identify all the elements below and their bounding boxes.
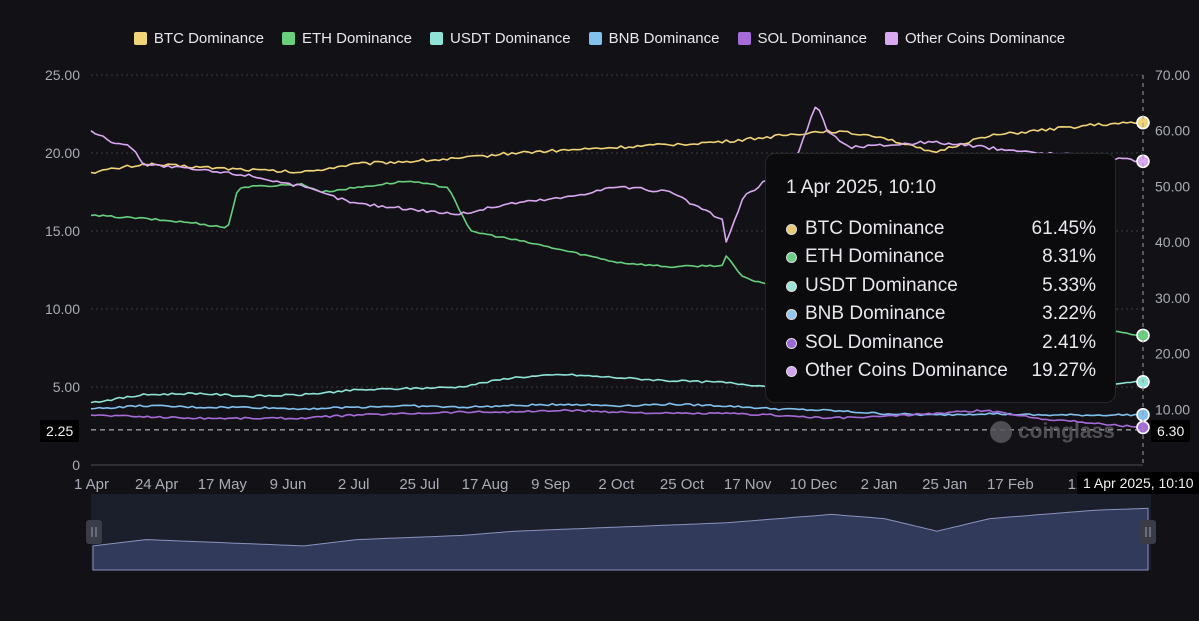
x-tick-label: 17 Nov	[724, 476, 772, 493]
tooltip-time: 1 Apr 2025, 10:10	[786, 177, 937, 198]
legend-swatch	[737, 32, 751, 45]
coinglass-logo-icon	[990, 421, 1012, 443]
tooltip-name: Other Coins Dominance	[805, 360, 1008, 381]
tooltip-value: 61.45%	[1031, 218, 1096, 239]
x-tick-label: 2 Jul	[338, 476, 370, 493]
legend-item-bnb[interactable]: BNB Dominance	[588, 30, 720, 47]
x-axis: 1 Apr 24 Apr 17 May 9 Jun 2 Jul 25 Jul 17 Aug 9…	[74, 476, 1084, 493]
crosshair-time: 1 Apr 2025, 10:10	[1077, 472, 1199, 494]
tooltip-value: 3.22%	[1042, 303, 1096, 324]
legend-swatch	[588, 32, 602, 45]
range-navigator[interactable]	[86, 494, 1156, 571]
navigator-handle[interactable]	[1140, 520, 1156, 544]
x-tick-label: 25 Oct	[660, 476, 705, 493]
series-line	[90, 402, 1144, 417]
tooltip-name: SOL Dominance	[805, 332, 944, 353]
right-tick-label: 40.00	[1155, 234, 1190, 250]
crosshair-right-value: 6.30	[1151, 420, 1191, 442]
chart-grid	[91, 74, 1143, 466]
tooltip-dot	[786, 251, 797, 263]
x-tick-label: 25 Jan	[922, 476, 967, 493]
legend-item-sol[interactable]: SOL Dominance	[737, 30, 868, 47]
left-tick-label: 0	[72, 457, 80, 473]
legend-swatch	[133, 32, 147, 45]
right-tick-label: 50.00	[1155, 178, 1190, 194]
tooltip: 1 Apr 2025, 10:10 BTC Dominance 61.45% ET…	[765, 153, 1116, 403]
tooltip-row-bnb: BNB Dominance 3.22%	[786, 303, 1096, 325]
coinglass-watermark: coinglass	[990, 420, 1115, 444]
left-tick-label: 10.00	[45, 301, 80, 317]
x-tick-label: 10 Dec	[790, 476, 838, 493]
x-tick-label: 9 Jun	[270, 476, 307, 493]
series-line	[90, 121, 1144, 174]
x-tick-label: 24 Apr	[135, 476, 178, 493]
tooltip-row-other: Other Coins Dominance 19.27%	[786, 360, 1096, 382]
watermark-text: coinglass	[1018, 420, 1115, 443]
x-tick-label: 2 Oct	[598, 476, 635, 493]
legend-item-other[interactable]: Other Coins Dominance	[885, 30, 1065, 47]
x-tick-label: 2 Jan	[861, 476, 898, 493]
tooltip-name: BNB Dominance	[805, 303, 946, 324]
right-tick-label: 20.00	[1155, 346, 1190, 362]
tooltip-name: BTC Dominance	[805, 218, 945, 239]
tooltip-value: 5.33%	[1042, 275, 1096, 296]
tooltip-dot	[786, 365, 797, 377]
legend-label: BTC Dominance	[153, 30, 264, 47]
left-axis: 25.00 20.00 15.00 10.00 5.00 0	[45, 67, 80, 473]
legend-label: Other Coins Dominance	[905, 30, 1066, 47]
series-line	[90, 106, 1144, 243]
tooltip-name: ETH Dominance	[805, 246, 945, 267]
tooltip-dot	[786, 223, 797, 235]
tooltip-row-usdt: USDT Dominance 5.33%	[786, 275, 1096, 297]
right-tick-label: 30.00	[1155, 290, 1190, 306]
tooltip-dot	[786, 280, 797, 292]
right-tick-label: 10.00	[1155, 401, 1190, 417]
x-tick-label: 17 May	[198, 476, 248, 493]
legend-swatch	[885, 32, 898, 45]
tooltip-value: 19.27%	[1031, 360, 1096, 381]
x-tick-label: 17 Feb	[987, 476, 1034, 493]
right-tick-label: 60.00	[1155, 123, 1190, 139]
legend-label: BNB Dominance	[608, 30, 720, 47]
legend-swatch	[281, 32, 295, 45]
tooltip-value: 2.41%	[1042, 332, 1096, 353]
legend-item-btc[interactable]: BTC Dominance	[133, 30, 264, 47]
series-line	[90, 408, 1144, 429]
legend-label: ETH Dominance	[301, 30, 412, 47]
left-tick-label: 15.00	[45, 223, 80, 239]
tooltip-dot	[786, 337, 797, 349]
legend-label: USDT Dominance	[450, 30, 571, 47]
legend-swatch	[430, 32, 443, 45]
navigator-area	[92, 507, 1149, 571]
tooltip-name: USDT Dominance	[805, 275, 958, 296]
tooltip-row-sol: SOL Dominance 2.41%	[786, 332, 1096, 354]
left-tick-label: 25.00	[45, 67, 80, 83]
left-tick-label: 20.00	[45, 145, 80, 161]
crosshair-left-value: 2.25	[40, 420, 80, 442]
crosshair	[91, 75, 1144, 465]
tooltip-value: 8.31%	[1042, 246, 1096, 267]
x-tick-label: 25 Jul	[399, 476, 439, 493]
tooltip-dot	[786, 308, 797, 320]
legend-label: SOL Dominance	[757, 30, 868, 47]
tooltip-row-eth: ETH Dominance 8.31%	[786, 246, 1096, 268]
legend: BTC Dominance ETH Dominance USDT Dominan…	[0, 30, 1199, 47]
tooltip-row-btc: BTC Dominance 61.45%	[786, 218, 1096, 240]
left-tick-label: 5.00	[53, 379, 80, 395]
legend-item-usdt[interactable]: USDT Dominance	[430, 30, 571, 47]
x-tick-label: 1 Apr	[74, 476, 109, 493]
right-tick-label: 70.00	[1155, 67, 1190, 83]
x-tick-label: 17 Aug	[462, 476, 509, 493]
navigator-handle[interactable]	[86, 520, 102, 544]
x-tick-label: 9 Sep	[531, 476, 570, 493]
legend-item-eth[interactable]: ETH Dominance	[281, 30, 412, 47]
right-axis: 70.00 60.00 50.00 40.00 30.00 20.00 10.00	[1155, 67, 1190, 417]
